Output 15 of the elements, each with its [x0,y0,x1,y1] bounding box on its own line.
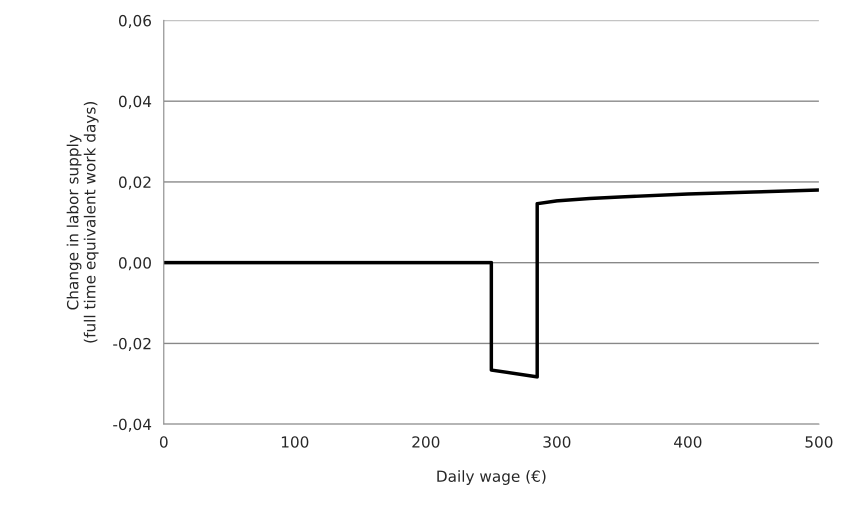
x-tick-label: 100 [282,436,308,448]
y-axis-title: Change in labor supply (full time equivalent work days) [66,102,99,343]
y-tick-label: 0,00 [118,257,151,270]
line-series [164,188,819,379]
x-tick-label: 0 [160,436,168,448]
x-tick-label: 300 [543,436,570,448]
y-tick-label: 0,06 [118,14,152,28]
x-tick-label: 400 [674,436,702,448]
y-tick-label: -0,02 [113,338,150,351]
y-tick-label: -0,04 [113,418,152,432]
x-tick-label: 200 [412,436,440,448]
y-tick-label: 0,04 [118,96,152,109]
x-tick-label: 500 [806,436,832,448]
y-tick-label: 0,02 [118,176,150,190]
x-axis-title: Daily wage (€) [437,470,546,485]
